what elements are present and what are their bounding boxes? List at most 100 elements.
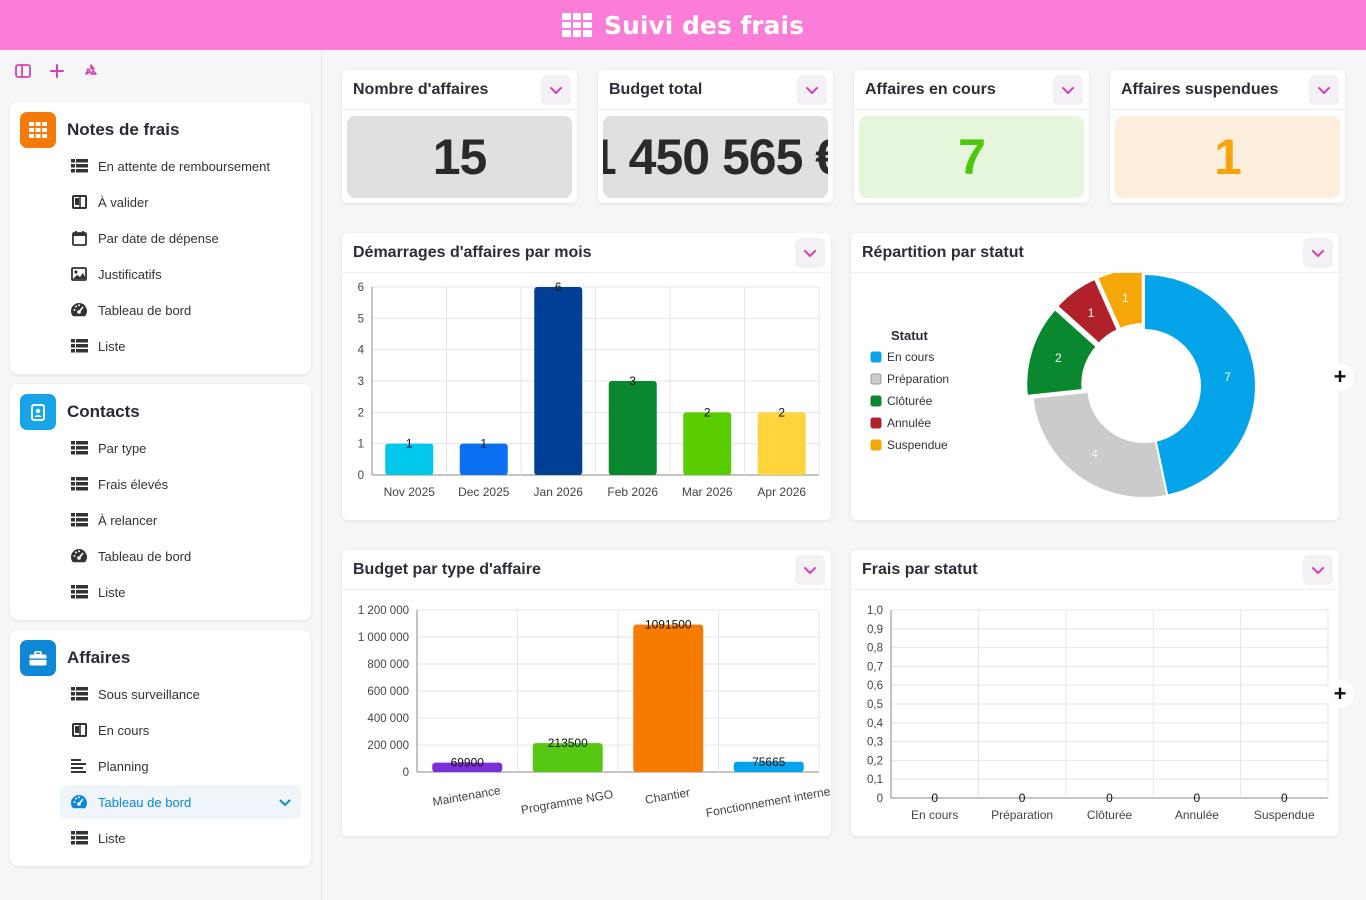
recycle-button[interactable] bbox=[78, 58, 104, 84]
add-widget-button[interactable]: + bbox=[1326, 363, 1354, 391]
add-widget-button[interactable]: + bbox=[1326, 680, 1354, 708]
data-label: 0 bbox=[1194, 791, 1201, 805]
chart-title: Budget par type d'affaire bbox=[342, 550, 831, 590]
panel-icon bbox=[15, 64, 31, 78]
timeline-icon bbox=[70, 758, 88, 774]
x-tick-label: Programme NGO bbox=[520, 787, 614, 817]
y-tick-label: 400 000 bbox=[367, 713, 409, 725]
table-icon bbox=[70, 512, 88, 528]
data-label: 6 bbox=[555, 280, 562, 294]
card-menu-button[interactable] bbox=[797, 75, 827, 105]
recycle-icon bbox=[85, 64, 97, 75]
plus-icon: + bbox=[1333, 364, 1347, 389]
chevron-down-icon bbox=[1318, 86, 1330, 94]
sidebar-item[interactable]: Par type bbox=[60, 431, 301, 465]
donut-slice bbox=[1031, 390, 1169, 499]
card-menu-button[interactable] bbox=[1303, 555, 1333, 585]
card-menu-button[interactable] bbox=[541, 75, 571, 105]
slice-label: 1 bbox=[1122, 291, 1129, 305]
data-label: 1091500 bbox=[645, 618, 692, 632]
chart-title: Répartition par statut bbox=[851, 233, 1339, 273]
sidebar-item[interactable]: Tableau de bord bbox=[60, 785, 301, 819]
legend-swatch bbox=[870, 395, 882, 407]
sidebar-item[interactable]: Frais élevés bbox=[60, 467, 301, 501]
sidebar-section: Notes de frais En attente de remboursemen… bbox=[10, 102, 311, 374]
table-icon bbox=[70, 584, 88, 600]
y-tick-label: 0,7 bbox=[867, 661, 883, 673]
y-tick-label: 0,6 bbox=[867, 680, 883, 692]
y-tick-label: 0 bbox=[358, 470, 364, 482]
data-label: 1 bbox=[480, 437, 487, 451]
card-menu-button[interactable] bbox=[795, 238, 825, 268]
x-tick-label: Feb 2026 bbox=[607, 485, 658, 499]
sidebar: Notes de frais En attente de remboursemen… bbox=[0, 50, 322, 900]
x-tick-label: En cours bbox=[911, 808, 958, 822]
image-icon bbox=[70, 266, 88, 282]
y-tick-label: 2 bbox=[358, 407, 364, 419]
table-icon bbox=[70, 686, 88, 702]
sidebar-item[interactable]: Tableau de bord bbox=[60, 539, 301, 573]
kanban-icon bbox=[70, 722, 88, 738]
bar bbox=[534, 287, 583, 475]
chart-title: Frais par statut bbox=[851, 550, 1339, 590]
sidebar-item[interactable]: Justificatifs bbox=[60, 257, 301, 291]
card-menu-button[interactable] bbox=[1303, 238, 1333, 268]
data-label: 1 bbox=[406, 437, 413, 451]
sidebar-item[interactable]: En cours bbox=[60, 713, 301, 747]
sidebar-section-header[interactable]: Contacts bbox=[20, 394, 140, 430]
table-icon bbox=[70, 830, 88, 846]
sidebar-section-title: Notes de frais bbox=[67, 120, 180, 139]
sidebar-item[interactable]: Tableau de bord bbox=[60, 293, 301, 327]
x-tick-label: Jan 2026 bbox=[534, 485, 584, 499]
contact-card-icon bbox=[20, 394, 56, 430]
grid-icon bbox=[20, 112, 56, 148]
sidebar-item-label: Liste bbox=[98, 584, 126, 600]
gauge-icon bbox=[70, 548, 88, 564]
kpi-card: Affaires en cours 7 bbox=[854, 70, 1089, 203]
card-menu-button[interactable] bbox=[795, 555, 825, 585]
sidebar-item-label: En cours bbox=[98, 722, 150, 738]
toggle-sidebar-button[interactable] bbox=[10, 58, 36, 84]
chevron-down-icon[interactable] bbox=[279, 795, 291, 810]
chevron-down-icon bbox=[1312, 249, 1324, 257]
gauge-icon bbox=[70, 794, 88, 810]
legend-title: Statut bbox=[891, 328, 929, 343]
sidebar-item[interactable]: Par date de dépense bbox=[60, 221, 301, 255]
table-icon bbox=[70, 338, 88, 354]
data-label: 3 bbox=[629, 374, 636, 388]
sidebar-item[interactable]: Planning bbox=[60, 749, 301, 783]
donut-slice bbox=[1055, 277, 1120, 346]
legend-swatch bbox=[870, 373, 882, 385]
y-tick-label: 1 200 000 bbox=[358, 605, 409, 617]
sidebar-item[interactable]: En attente de remboursement bbox=[60, 149, 301, 183]
sidebar-item[interactable]: Liste bbox=[60, 329, 301, 363]
add-page-button[interactable] bbox=[44, 58, 70, 84]
sidebar-item-label: Liste bbox=[98, 830, 126, 846]
sidebar-item[interactable]: Liste bbox=[60, 821, 301, 855]
sidebar-item[interactable]: À valider bbox=[60, 185, 301, 219]
sidebar-item[interactable]: Liste bbox=[60, 575, 301, 609]
sidebar-section: Affaires Sous surveillance En cours Plannin… bbox=[10, 630, 311, 866]
bar-chart-budget: 0 200 000 400 000 600 000 800 000 1 000 000 1 … bbox=[358, 605, 831, 820]
x-tick-label: Suspendue bbox=[1254, 808, 1315, 822]
card-menu-button[interactable] bbox=[1309, 75, 1339, 105]
sidebar-section-header[interactable]: Affaires bbox=[20, 640, 130, 676]
y-tick-label: 6 bbox=[358, 282, 364, 294]
sidebar-item[interactable]: À relancer bbox=[60, 503, 301, 537]
card-menu-button[interactable] bbox=[1053, 75, 1083, 105]
x-tick-label: Clôturée bbox=[1087, 808, 1133, 822]
bar bbox=[757, 412, 806, 475]
plus-icon: + bbox=[1333, 681, 1347, 706]
chart-title: Démarrages d'affaires par mois bbox=[342, 233, 831, 273]
sidebar-section-header[interactable]: Notes de frais bbox=[20, 112, 179, 148]
data-label: 0 bbox=[931, 791, 938, 805]
sidebar-item-label: Justificatifs bbox=[98, 266, 162, 282]
y-tick-label: 0,2 bbox=[867, 755, 883, 767]
bar-chart-frais: 0 0,1 0,2 0,3 0,4 0,5 0,6 0,7 0,8 0,9 1,0 0 En cours… bbox=[867, 605, 1329, 822]
plus-icon bbox=[50, 64, 64, 78]
donut-chart-repartition: 7 4 2 1 1 Statut En cours Préparation Clôturée An… bbox=[870, 273, 1257, 499]
y-tick-label: 0,3 bbox=[867, 737, 883, 749]
x-tick-label: Annulée bbox=[1175, 808, 1219, 822]
sidebar-item[interactable]: Sous surveillance bbox=[60, 677, 301, 711]
bar bbox=[733, 761, 804, 772]
